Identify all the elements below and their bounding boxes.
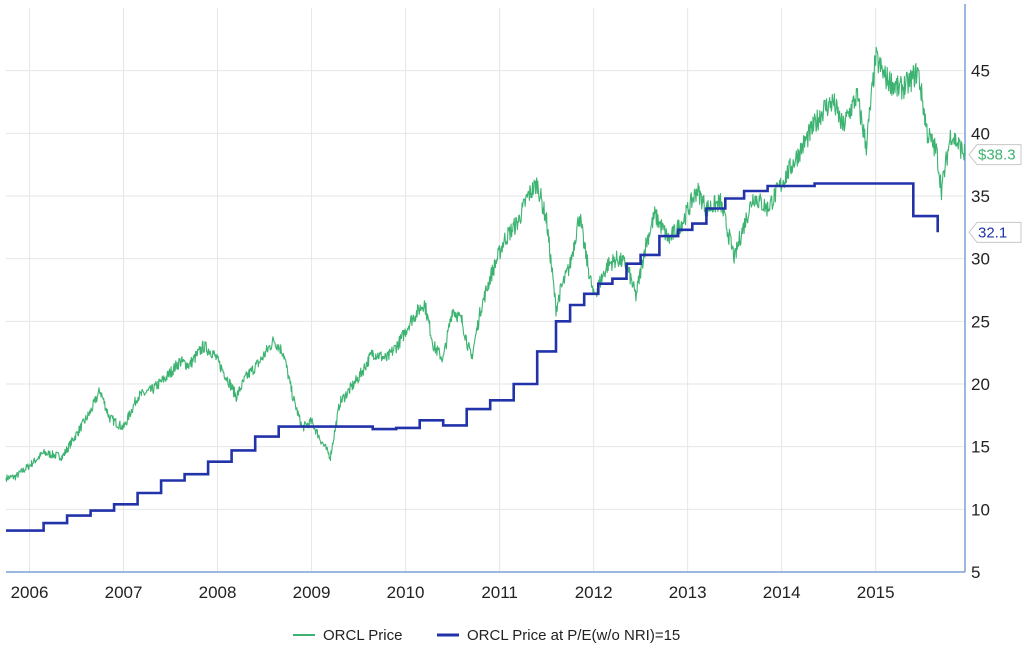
series-line-orcl-price	[5, 46, 966, 483]
legend-item-pe-price[interactable]: ORCL Price at P/E(w/o NRI)=15	[437, 627, 680, 644]
y-tick-labels: 5 10 15 20 25 30 35 40 45	[971, 62, 990, 582]
x-tick-label: 2012	[575, 583, 613, 602]
series-line-pe-price	[6, 182, 939, 532]
legend[interactable]: ORCL Price ORCL Price at P/E(w/o NRI)=15	[293, 627, 680, 644]
end-label-pe-price-text: 32.1	[978, 224, 1007, 241]
end-label-pe-price: 32.1	[968, 221, 1022, 243]
x-tick-label: 2015	[857, 583, 895, 602]
y-tick-label: 25	[971, 312, 990, 331]
y-tick-label: 15	[971, 438, 990, 457]
y-tick-label: 45	[971, 62, 990, 81]
y-tick-label: 30	[971, 250, 990, 269]
axis-layer	[6, 4, 966, 573]
x-tick-label: 2013	[669, 583, 707, 602]
end-label-orcl-price: $38.3	[968, 144, 1022, 166]
end-label-orcl-price-text: $38.3	[978, 147, 1016, 164]
grid-layer	[6, 8, 965, 573]
x-tick-label: 2009	[293, 583, 331, 602]
y-tick-label: 20	[971, 375, 990, 394]
series-layer	[5, 46, 966, 532]
x-tick-label: 2008	[199, 583, 237, 602]
x-tick-label: 2014	[763, 583, 801, 602]
y-tick-label: 40	[971, 124, 990, 143]
end-label-orcl-price-frame	[968, 144, 1022, 166]
x-tick-label: 2007	[105, 583, 143, 602]
y-tick-label: 5	[971, 563, 980, 582]
x-tick-label: 2006	[11, 583, 49, 602]
legend-label-pe-price: ORCL Price at P/E(w/o NRI)=15	[467, 627, 680, 644]
end-label-pe-price-frame	[968, 221, 1022, 243]
x-tick-label: 2011	[481, 583, 518, 602]
legend-label-orcl-price: ORCL Price	[323, 627, 402, 644]
y-tick-label: 35	[971, 187, 990, 206]
end-value-badges: $38.3 32.1	[968, 144, 1022, 243]
y-tick-label: 10	[971, 500, 990, 519]
legend-item-orcl-price[interactable]: ORCL Price	[293, 627, 402, 644]
x-tick-label: 2010	[387, 583, 425, 602]
x-tick-labels: 2006 2007 2008 2009 2010 2011 2012 2013 2014 2015	[11, 583, 895, 602]
